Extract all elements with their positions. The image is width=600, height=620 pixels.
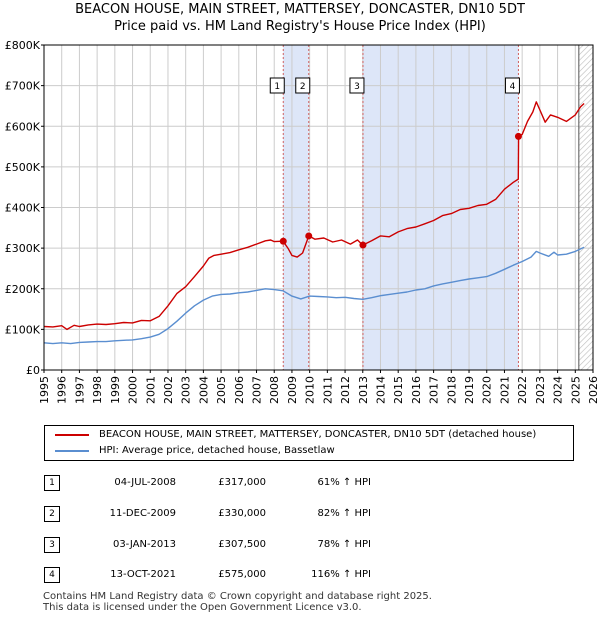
x-tick-label: 2018 [445, 376, 458, 404]
y-tick-label: £800K [5, 39, 41, 52]
sale-label-box [269, 77, 285, 94]
sale-hpi-change: 78% ↑ HPI [317, 539, 371, 550]
x-tick-label: 1995 [38, 376, 51, 404]
chart-title-line2: Price paid vs. HM Land Registry's House … [114, 19, 486, 34]
sale-hpi-change: 61% ↑ HPI [317, 477, 371, 488]
y-tick-label: £400K [5, 202, 41, 215]
x-tick-label: 2022 [516, 376, 529, 404]
x-tick-label: 2010 [304, 376, 317, 404]
y-tick-label: £600K [5, 120, 41, 133]
x-tick-label: 2026 [587, 376, 600, 404]
y-tick-label: £500K [5, 161, 41, 174]
x-tick-label: 2012 [339, 376, 352, 404]
x-tick-label: 2004 [197, 376, 210, 404]
sale-number: 1 [44, 475, 60, 491]
sale-number: 4 [44, 567, 60, 583]
legend-label-property: BEACON HOUSE, MAIN STREET, MATTERSEY, DO… [99, 429, 537, 440]
x-tick-label: 2015 [392, 376, 405, 404]
x-tick-label: 2008 [268, 376, 281, 404]
x-tick-label: 2017 [428, 376, 441, 404]
sale-hpi-change: 116% ↑ HPI [311, 569, 371, 580]
table-row: 1 04-JUL-2008 £317,000 61% ↑ HPI [0, 475, 600, 491]
x-tick-label: 2014 [374, 376, 387, 404]
sale-label-box [504, 77, 520, 94]
x-tick-label: 2021 [498, 376, 511, 404]
x-tick-label: 2001 [144, 376, 157, 404]
sale-point [514, 132, 522, 140]
property-price-line [43, 101, 585, 331]
chart-legend: BEACON HOUSE, MAIN STREET, MATTERSEY, DO… [44, 425, 574, 461]
x-tick-label: 1999 [109, 376, 122, 404]
hpi-line [43, 246, 585, 345]
sale-label: 1 [274, 82, 280, 92]
sale-date: 13-OCT-2021 [110, 569, 176, 580]
x-tick-label: 2009 [286, 376, 299, 404]
sale-price: £307,500 [218, 539, 266, 550]
price-chart: 1 2 3 4 £0 £100K £200K £300K £400K £500K £600K £700… [5, 39, 600, 404]
x-tick-label: 2003 [180, 376, 193, 404]
x-tick-label: 2007 [251, 376, 264, 404]
x-tick-label: 2019 [463, 376, 476, 404]
sale-label: 2 [300, 82, 306, 92]
x-tick-label: 1998 [91, 376, 104, 404]
sale-point [305, 232, 313, 240]
sale-hpi-change: 82% ↑ HPI [317, 508, 371, 519]
sale-number: 2 [44, 506, 60, 522]
legend-swatch-property [55, 434, 89, 436]
sale-date: 03-JAN-2013 [112, 539, 176, 550]
sale-point [279, 237, 287, 245]
x-tick-label: 2000 [127, 376, 140, 404]
x-tick-label: 2016 [410, 376, 423, 404]
sale-price: £330,000 [218, 508, 266, 519]
sale-label-box [349, 77, 365, 94]
sale-point [359, 241, 367, 249]
y-tick-label: £300K [5, 242, 41, 255]
x-tick-label: 2013 [357, 376, 370, 404]
sale-number: 3 [44, 537, 60, 553]
sale-date: 11-DEC-2009 [109, 508, 176, 519]
x-tick-label: 2006 [233, 376, 246, 404]
sale-label: 4 [510, 82, 516, 92]
table-row: 3 03-JAN-2013 £307,500 78% ↑ HPI [0, 537, 600, 553]
legend-swatch-hpi [55, 450, 89, 452]
sale-date: 04-JUL-2008 [114, 477, 176, 488]
table-row: 4 13-OCT-2021 £575,000 116% ↑ HPI [0, 567, 600, 583]
sale-label-box [295, 77, 311, 94]
sale-price: £317,000 [218, 477, 266, 488]
x-tick-label: 2005 [215, 376, 228, 404]
x-tick-label: 2024 [552, 376, 565, 404]
legend-label-hpi: HPI: Average price, detached house, Bass… [99, 445, 335, 456]
sale-label: 3 [354, 82, 360, 92]
x-tick-label: 1997 [73, 376, 86, 404]
footer-copyright: Contains HM Land Registry data © Crown c… [43, 591, 432, 602]
x-tick-label: 2020 [481, 376, 494, 404]
y-tick-label: £700K [5, 80, 41, 93]
y-tick-label: £100K [5, 323, 41, 336]
table-row: 2 11-DEC-2009 £330,000 82% ↑ HPI [0, 506, 600, 522]
x-tick-label: 1996 [56, 376, 69, 404]
x-tick-label: 2025 [569, 376, 582, 404]
y-tick-label: £200K [5, 283, 41, 296]
y-tick-label: £0 [26, 364, 40, 377]
sale-price: £575,000 [218, 569, 266, 580]
x-tick-label: 2011 [321, 376, 334, 404]
x-tick-label: 2023 [534, 376, 547, 404]
x-tick-label: 2002 [162, 376, 175, 404]
footer-license: This data is licensed under the Open Gov… [43, 602, 362, 613]
chart-title-line1: BEACON HOUSE, MAIN STREET, MATTERSEY, DO… [75, 2, 525, 17]
